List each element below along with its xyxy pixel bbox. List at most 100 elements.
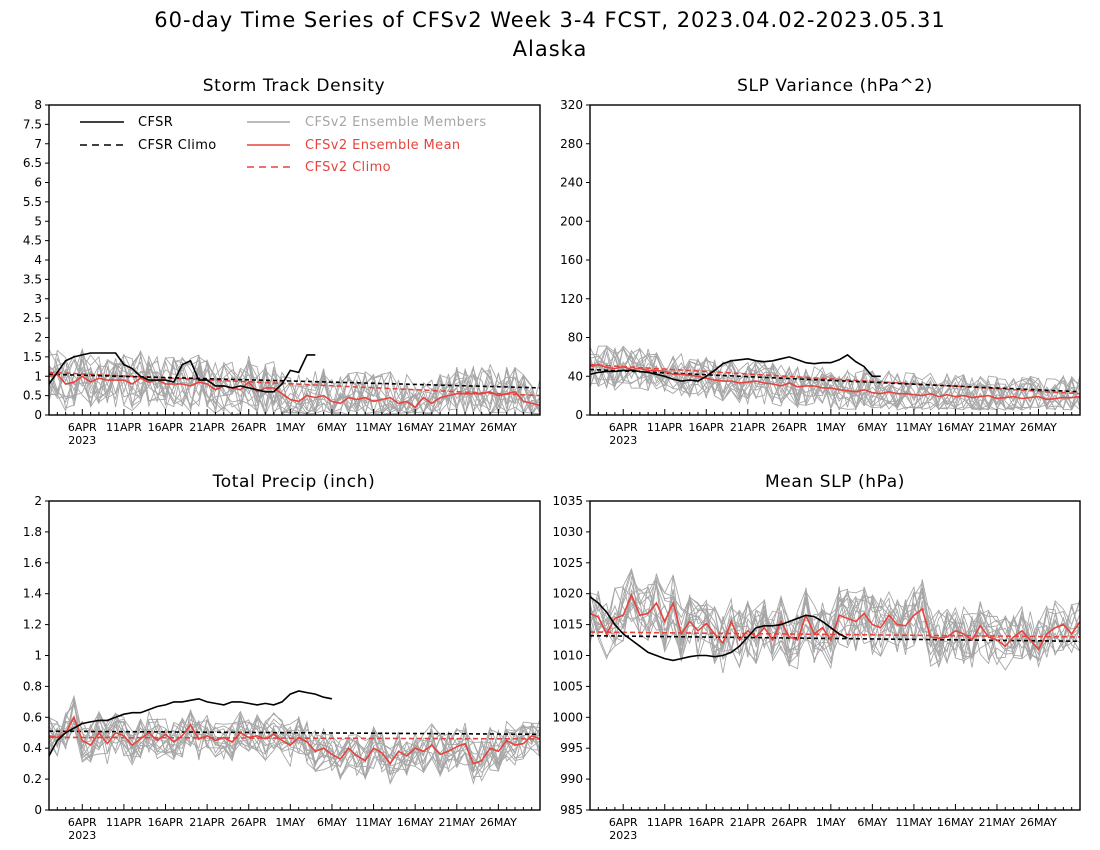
y-tick-label: 8 xyxy=(34,98,42,112)
series-ensemble-member xyxy=(590,346,1080,412)
y-tick-label: 7.5 xyxy=(23,117,42,131)
series-ensemble-mean xyxy=(49,373,540,409)
series-ensemble-member xyxy=(590,574,1080,668)
panel-slp-variance: SLP Variance (hPa^2) 0 40 80 120 160 200 240 28… xyxy=(560,76,1081,447)
x-tick-label: 1MAY xyxy=(816,816,846,829)
y-tick-label: 2.5 xyxy=(23,311,42,325)
x-tick-label: 6MAY xyxy=(857,421,887,434)
y-tick-label: 985 xyxy=(560,803,583,817)
x-tick-label: 11APR xyxy=(106,816,142,829)
series-ensemble-mean xyxy=(49,715,540,765)
y-tick-label: 0.8 xyxy=(23,679,42,693)
y-tick-label: 7 xyxy=(34,137,42,151)
panel-total-precip: Total Precip (inch) 0 0.2 0.4 0.6 0.8 1 1.2 1.4… xyxy=(23,472,541,842)
y-tick-label: 1.6 xyxy=(23,556,42,570)
y-tick-label: 2 xyxy=(34,331,42,345)
x-tick-label: 11MAY xyxy=(895,816,932,829)
x-tick-label: 1MAY xyxy=(275,421,305,434)
x-tick-label: 26APR xyxy=(771,421,807,434)
legend-label-mean: CFSv2 Ensemble Mean xyxy=(305,138,461,153)
y-tick-label: 4.5 xyxy=(23,234,42,248)
x-tick-label: 11APR xyxy=(106,421,142,434)
plot-area xyxy=(49,347,540,415)
y-tick-label: 1015 xyxy=(552,618,583,632)
y-tick-label: 1025 xyxy=(552,556,583,570)
y-tick-label: 1 xyxy=(34,649,42,663)
x-tick-label: 16APR xyxy=(688,421,724,434)
series-ensemble-member xyxy=(49,354,540,415)
x-tick-label: 1MAY xyxy=(816,421,846,434)
y-tick-label: 1010 xyxy=(552,649,583,663)
legend-label-cfsv2-climo: CFSv2 Climo xyxy=(305,160,391,175)
legend-label-cfsr-climo: CFSR Climo xyxy=(138,138,217,153)
y-tick-label: 1.8 xyxy=(23,525,42,539)
series-cfsr xyxy=(49,352,316,393)
y-tick-label: 1035 xyxy=(552,494,583,508)
y-tick-label: 2 xyxy=(34,494,42,508)
panel-title: Mean SLP (hPa) xyxy=(765,472,905,492)
y-tick-label: 160 xyxy=(560,253,583,267)
legend-label-cfsr: CFSR xyxy=(138,115,173,130)
y-tick-label: 0.6 xyxy=(23,710,42,724)
y-tick-label: 3.5 xyxy=(23,272,42,286)
series-ensemble-member xyxy=(590,578,1080,664)
x-tick-label: 6APR xyxy=(609,816,638,829)
y-tick-label: 80 xyxy=(568,331,583,345)
y-tick-label: 0 xyxy=(575,408,583,422)
series-ensemble-member xyxy=(590,352,1080,411)
x-tick-label: 21MAY xyxy=(979,421,1016,434)
x-tick-label: 21APR xyxy=(730,421,766,434)
series-ensemble-member xyxy=(49,702,540,778)
series-cfsr-climo xyxy=(49,373,540,389)
y-tick-label: 1030 xyxy=(552,525,583,539)
series-ensemble-member xyxy=(590,585,1080,665)
y-tick-label: 1.5 xyxy=(23,350,42,364)
x-tick-label: 16APR xyxy=(148,421,184,434)
y-tick-label: 1.4 xyxy=(23,587,42,601)
x-tick-label: 16APR xyxy=(148,816,184,829)
x-tick-label: 16MAY xyxy=(397,421,434,434)
panel-storm-track-density: Storm Track Density 0 0.5 1 1.5 2 2.5 3 3.5 4 4.5… xyxy=(23,76,541,447)
series-ensemble-member xyxy=(590,581,1080,670)
x-tick-label: 26APR xyxy=(771,816,807,829)
series-ensemble-member xyxy=(590,594,1080,669)
y-tick-label: 5.5 xyxy=(23,195,42,209)
y-tick-label: 6 xyxy=(34,176,42,190)
x-tick-label: 26MAY xyxy=(480,816,517,829)
x-tick-label: 16MAY xyxy=(397,816,434,829)
x-tick-label: 21MAY xyxy=(979,816,1016,829)
y-tick-label: 40 xyxy=(568,369,583,383)
y-tick-label: 320 xyxy=(560,98,583,112)
x-year-label: 2023 xyxy=(609,434,637,447)
y-tick-label: 1020 xyxy=(552,587,583,601)
x-tick-label: 16MAY xyxy=(937,816,974,829)
y-tick-label: 0 xyxy=(34,408,42,422)
x-tick-label: 11APR xyxy=(647,816,683,829)
x-tick-label: 21APR xyxy=(189,816,225,829)
series-ensemble-member xyxy=(49,349,540,415)
series-ensemble-member xyxy=(49,354,540,415)
x-tick-label: 21MAY xyxy=(438,421,475,434)
series-cfsr-climo xyxy=(49,730,540,736)
y-tick-label: 0.4 xyxy=(23,741,42,755)
panel-mean-slp: Mean SLP (hPa) 985 990 995 1000 1005 1010 1015… xyxy=(552,472,1081,842)
panel-title: Total Precip (inch) xyxy=(212,472,376,492)
x-tick-label: 11MAY xyxy=(355,421,392,434)
x-tick-label: 21MAY xyxy=(438,816,475,829)
y-tick-label: 990 xyxy=(560,772,583,786)
x-tick-label: 16APR xyxy=(688,816,724,829)
y-tick-label: 3 xyxy=(34,292,42,306)
y-tick-label: 5 xyxy=(34,214,42,228)
series-cfsr-climo xyxy=(590,368,1080,393)
series-ensemble-member xyxy=(49,714,540,782)
x-tick-label: 11APR xyxy=(647,421,683,434)
x-tick-label: 26MAY xyxy=(480,421,517,434)
y-tick-label: 280 xyxy=(560,137,583,151)
x-year-label: 2023 xyxy=(609,829,637,842)
plot-area xyxy=(590,345,1080,412)
legend: CFSR CFSR Climo CFSv2 Ensemble Members C… xyxy=(80,115,486,175)
x-year-label: 2023 xyxy=(68,829,96,842)
y-tick-label: 6.5 xyxy=(23,156,42,170)
series-cfsv2-climo xyxy=(49,736,540,740)
